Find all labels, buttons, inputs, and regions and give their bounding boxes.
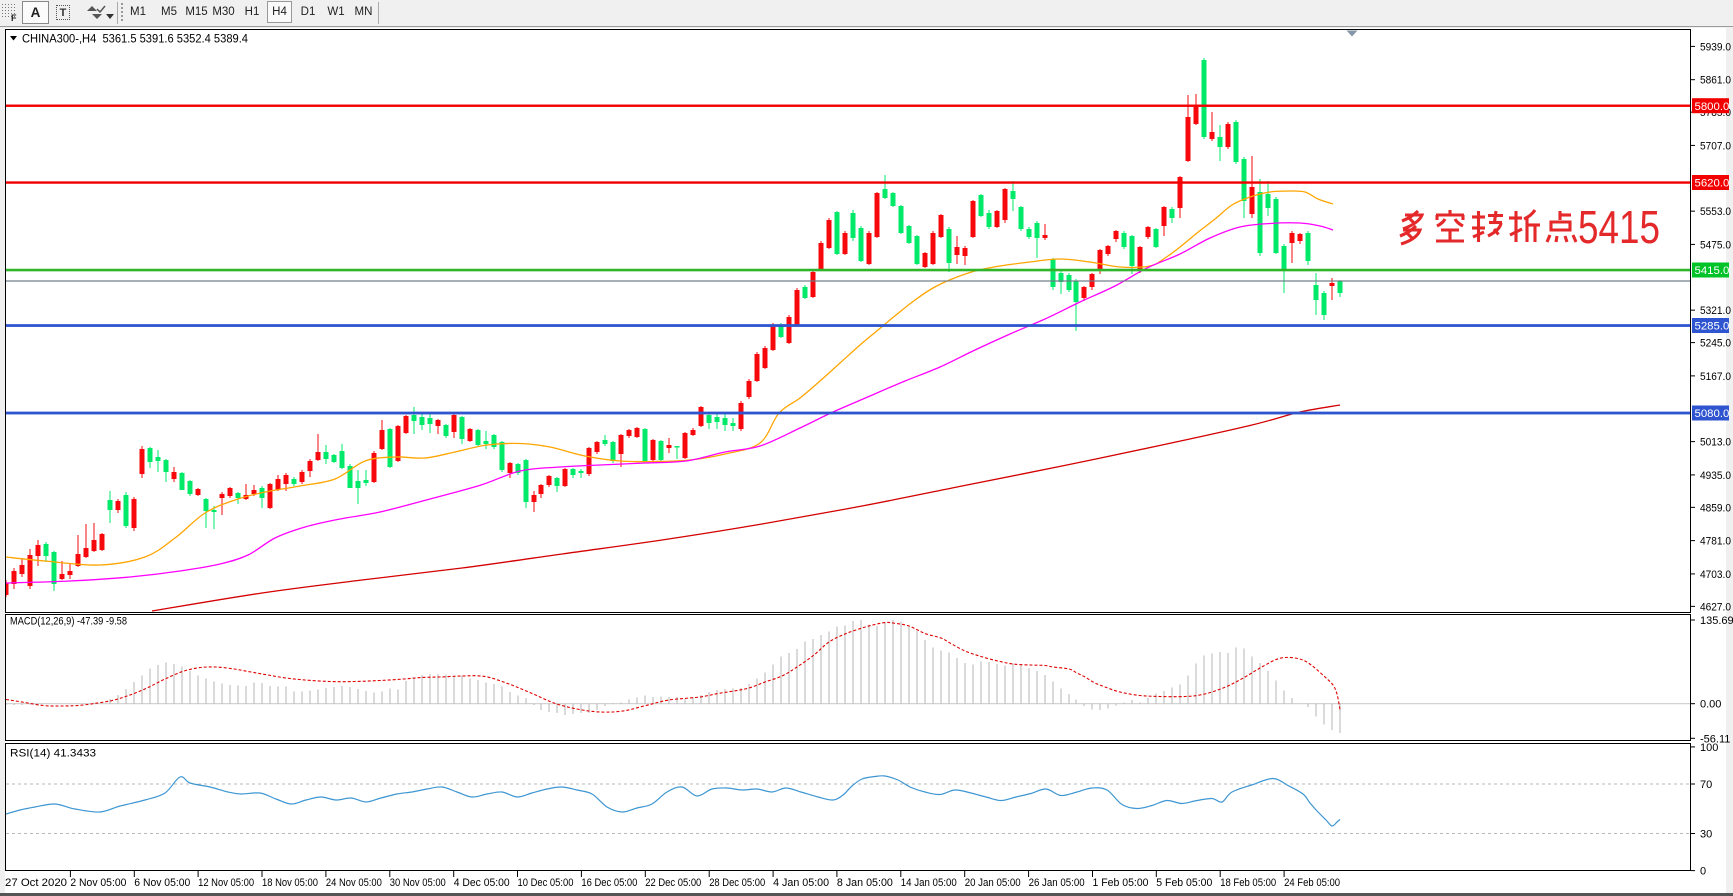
- svg-text:24 Nov 05:00: 24 Nov 05:00: [326, 877, 382, 889]
- svg-text:4703.0: 4703.0: [1700, 569, 1731, 581]
- svg-text:8 Jan 05:00: 8 Jan 05:00: [837, 877, 893, 889]
- svg-text:5 Feb 05:00: 5 Feb 05:00: [1156, 877, 1212, 889]
- svg-text:5415: 5415: [1578, 201, 1660, 253]
- svg-text:5167.0: 5167.0: [1700, 371, 1731, 383]
- svg-text:5939.0: 5939.0: [1700, 41, 1731, 53]
- svg-text:4859.0: 4859.0: [1700, 502, 1731, 514]
- svg-text:2 Nov 05:00: 2 Nov 05:00: [70, 877, 126, 889]
- svg-text:5321.0: 5321.0: [1700, 305, 1731, 317]
- svg-text:5800.0: 5800.0: [1695, 101, 1730, 113]
- svg-text:14 Jan 05:00: 14 Jan 05:00: [901, 877, 957, 889]
- svg-text:4781.0: 4781.0: [1700, 536, 1731, 548]
- svg-text:5620.0: 5620.0: [1695, 178, 1730, 190]
- svg-text:0.00: 0.00: [1700, 699, 1721, 711]
- svg-text:28 Dec 05:00: 28 Dec 05:00: [709, 877, 765, 889]
- svg-text:RSI(14) 41.3433: RSI(14) 41.3433: [10, 748, 96, 760]
- svg-text:27 Oct 2020: 27 Oct 2020: [5, 877, 67, 889]
- svg-text:30: 30: [1700, 829, 1712, 841]
- svg-text:-56.11: -56.11: [1700, 733, 1730, 745]
- svg-text:5415.0: 5415.0: [1695, 265, 1730, 277]
- svg-text:MACD(12,26,9) -47.39 -9.58: MACD(12,26,9) -47.39 -9.58: [10, 616, 127, 628]
- svg-text:5245.0: 5245.0: [1700, 338, 1731, 350]
- svg-text:4 Dec 05:00: 4 Dec 05:00: [454, 877, 510, 889]
- svg-text:26 Jan 05:00: 26 Jan 05:00: [1029, 877, 1085, 889]
- svg-text:4935.0: 4935.0: [1700, 470, 1731, 482]
- svg-text:4627.0: 4627.0: [1700, 601, 1731, 613]
- svg-text:18 Feb 05:00: 18 Feb 05:00: [1220, 877, 1276, 889]
- svg-text:30 Nov 05:00: 30 Nov 05:00: [390, 877, 446, 889]
- svg-text:5013.0: 5013.0: [1700, 437, 1731, 449]
- svg-text:CHINA300-,H4 5361.5 5391.6 53: CHINA300-,H4 5361.5 5391.6 5352.4 5389.4: [22, 32, 248, 46]
- svg-text:24 Feb 05:00: 24 Feb 05:00: [1284, 877, 1340, 889]
- svg-text:0: 0: [1700, 866, 1706, 878]
- svg-text:70: 70: [1700, 779, 1712, 791]
- svg-text:12 Nov 05:00: 12 Nov 05:00: [198, 877, 254, 889]
- svg-text:5553.0: 5553.0: [1700, 206, 1731, 218]
- svg-text:10 Dec 05:00: 10 Dec 05:00: [518, 877, 574, 889]
- svg-text:135.69: 135.69: [1700, 615, 1733, 627]
- svg-text:5285.0: 5285.0: [1695, 321, 1730, 333]
- svg-text:5861.0: 5861.0: [1700, 75, 1731, 87]
- svg-text:5707.0: 5707.0: [1700, 140, 1731, 152]
- svg-text:18 Nov 05:00: 18 Nov 05:00: [262, 877, 318, 889]
- svg-text:4 Jan 05:00: 4 Jan 05:00: [773, 877, 829, 889]
- svg-text:100: 100: [1700, 742, 1718, 754]
- svg-text:5080.0: 5080.0: [1695, 408, 1730, 420]
- svg-text:20 Jan 05:00: 20 Jan 05:00: [965, 877, 1021, 889]
- svg-text:1 Feb 05:00: 1 Feb 05:00: [1093, 877, 1149, 889]
- svg-text:16 Dec 05:00: 16 Dec 05:00: [581, 877, 637, 889]
- svg-text:6 Nov 05:00: 6 Nov 05:00: [134, 877, 190, 889]
- svg-text:22 Dec 05:00: 22 Dec 05:00: [645, 877, 701, 889]
- svg-text:5475.0: 5475.0: [1700, 239, 1731, 251]
